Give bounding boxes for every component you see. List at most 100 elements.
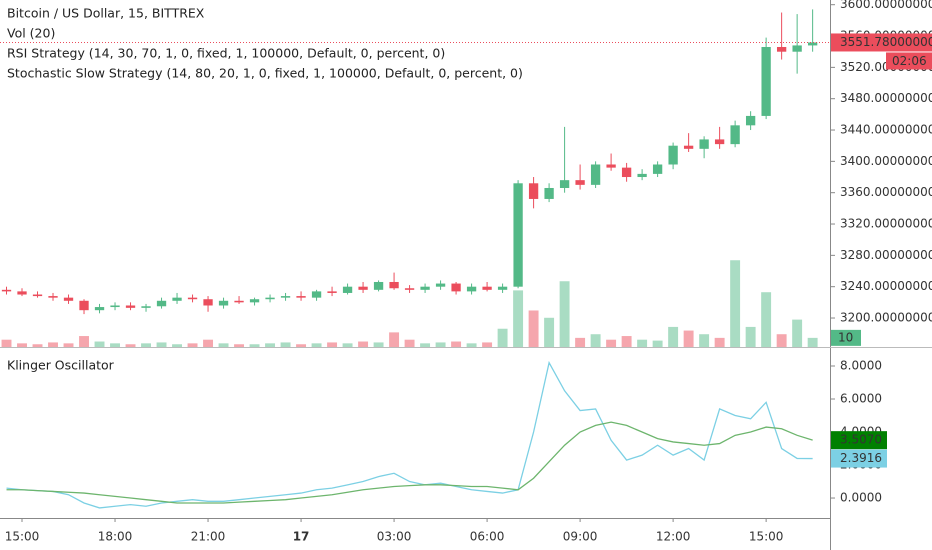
indicator-last-label: 3.5070 <box>840 433 882 447</box>
volume-bar <box>327 342 338 347</box>
volume-bar <box>156 342 167 347</box>
volume-bar <box>637 339 648 347</box>
candle-body <box>327 291 337 293</box>
candle-body <box>482 286 492 290</box>
volume-bar <box>32 344 43 347</box>
x-tick-label: 09:00 <box>563 530 598 544</box>
volume-bar <box>606 339 617 347</box>
y-tick-label: 3280.00000000 <box>840 248 932 262</box>
candle-body <box>683 145 694 149</box>
indicator-line <box>6 360 813 509</box>
volume-bar <box>482 342 493 347</box>
candle-body <box>699 139 709 149</box>
study-label: Stochastic Slow Strategy (14, 80, 20, 1,… <box>7 66 523 81</box>
candle-body <box>172 297 182 301</box>
y-tick-label: 3480.00000000 <box>840 91 932 105</box>
candle-body <box>187 297 198 300</box>
volume-bar <box>203 339 214 347</box>
candle-body <box>32 294 43 297</box>
candle-body <box>373 281 384 290</box>
volume-bar <box>48 342 58 347</box>
indicator-title: Klinger Oscillator <box>7 358 115 373</box>
indicator-line <box>6 421 813 504</box>
candle-body <box>404 288 415 290</box>
volume-bar <box>544 317 555 347</box>
volume-bar <box>187 343 198 347</box>
volume-bar <box>110 343 120 347</box>
volume-bar <box>342 343 353 347</box>
volume-bar <box>621 336 632 347</box>
y-tick-label: 8.0000 <box>840 359 882 373</box>
candle-body <box>218 300 229 306</box>
candle-body <box>497 286 508 290</box>
volume-bar <box>63 343 74 347</box>
candle-body <box>94 307 105 311</box>
candle-body <box>668 145 678 165</box>
volume-bar <box>17 343 27 347</box>
study-label: RSI Strategy (14, 30, 70, 1, 0, fixed, 1… <box>7 46 445 61</box>
volume-bar <box>668 326 679 347</box>
x-tick-label: 17 <box>293 530 310 544</box>
candle-body <box>296 296 306 298</box>
candle-body <box>451 283 461 292</box>
y-tick-label: 3360.00000000 <box>840 185 932 199</box>
candle-body <box>389 281 399 289</box>
indicator-last-box <box>831 431 887 450</box>
volume-bar <box>125 344 136 347</box>
volume-bar <box>761 292 772 347</box>
candle-body <box>714 139 725 145</box>
candle-body <box>575 180 585 185</box>
volume-bar <box>218 343 229 347</box>
candle-body <box>652 164 663 174</box>
volume-bar <box>528 310 539 347</box>
volume-last-label: 10 <box>838 330 853 344</box>
candle-body <box>761 46 771 116</box>
x-tick-label: 03:00 <box>377 530 412 544</box>
y-tick-label: 3600.00000000 <box>840 0 932 11</box>
candle-body <box>559 180 570 188</box>
candle-body <box>513 183 523 287</box>
volume-bar <box>311 343 322 347</box>
volume-bar <box>745 326 756 347</box>
volume-bar <box>730 260 741 347</box>
volume-bar <box>435 342 446 347</box>
volume-bar <box>683 330 694 347</box>
volume-bar <box>389 332 400 347</box>
candle-body <box>637 173 647 178</box>
candle-body <box>141 306 151 308</box>
candle-body <box>435 283 446 287</box>
volume-bar <box>590 334 601 347</box>
candle-body <box>156 300 167 307</box>
volume-bar <box>575 337 586 347</box>
volume-bar <box>94 341 105 347</box>
candle-body <box>466 286 477 292</box>
x-tick-label: 06:00 <box>470 530 505 544</box>
candle-body <box>776 46 787 52</box>
candle-body <box>358 286 368 290</box>
volume-bar <box>172 344 182 347</box>
candle-body <box>17 291 27 295</box>
volume-bar <box>141 343 151 347</box>
candle-body <box>110 305 120 308</box>
volume-bar <box>249 344 260 347</box>
candle-body <box>528 183 539 199</box>
volume-bar <box>1 339 12 347</box>
volume-bar <box>714 337 725 347</box>
x-tick-label: 15:00 <box>749 530 784 544</box>
x-tick-label: 18:00 <box>98 530 133 544</box>
candle-body <box>342 286 353 293</box>
y-tick-label: 3240.00000000 <box>840 279 932 293</box>
volume-bar <box>234 344 245 347</box>
indicator-last-label: 2.3916 <box>840 451 882 465</box>
volume-bar <box>420 343 431 347</box>
volume-bar <box>792 319 803 347</box>
x-tick-label: 12:00 <box>656 530 691 544</box>
last-price-label: 3551.78000000 <box>840 35 932 49</box>
candle-body <box>745 115 756 126</box>
candle-body <box>234 300 244 303</box>
last-price-box <box>831 33 932 52</box>
volume-bar <box>776 334 787 347</box>
